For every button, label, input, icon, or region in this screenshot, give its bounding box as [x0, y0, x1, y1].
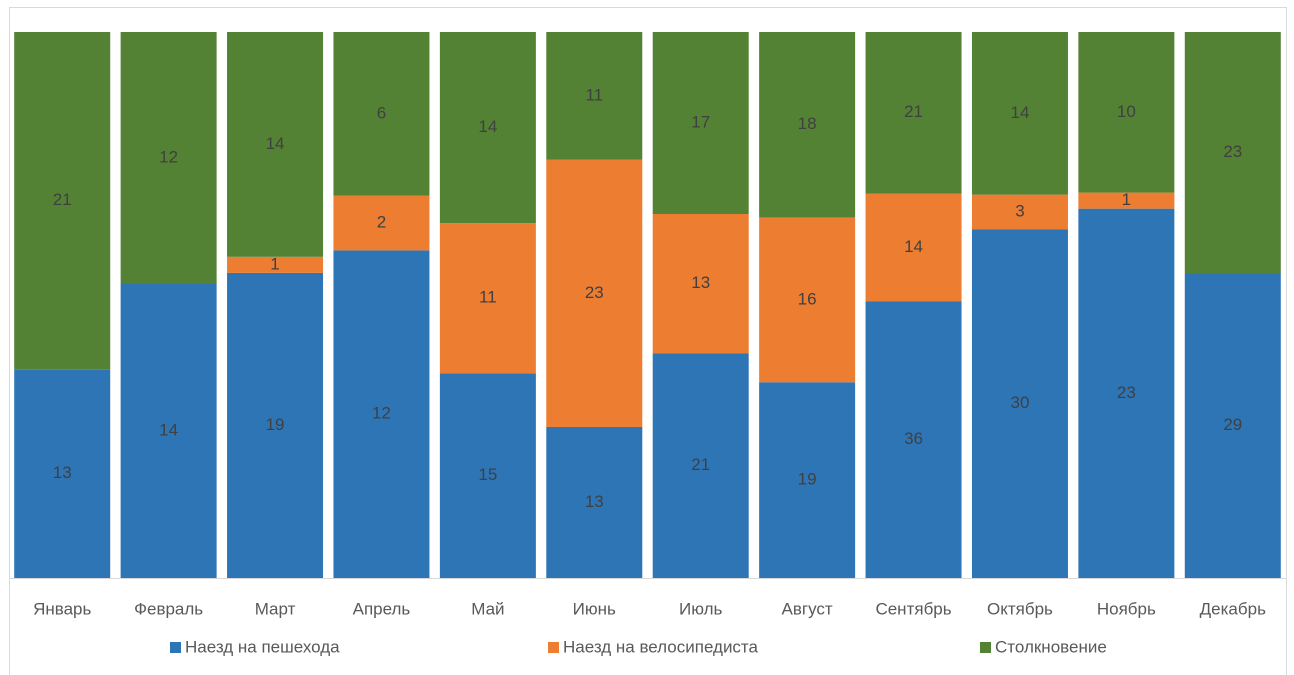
- bar-segment: [865, 301, 962, 578]
- bar-segment: [759, 217, 856, 383]
- data-label: 18: [798, 114, 817, 133]
- data-label: 12: [372, 404, 391, 423]
- data-label: 1: [1122, 190, 1131, 209]
- bar-segment: [546, 32, 643, 160]
- bar-segment: [546, 426, 643, 578]
- bar-segment: [227, 272, 324, 578]
- bar-segment: [971, 194, 1068, 230]
- data-label: 30: [1010, 393, 1029, 412]
- legend-label: Наезд на пешехода: [185, 637, 340, 656]
- legend-swatch: [548, 642, 559, 653]
- data-label: 14: [159, 420, 178, 439]
- bar-segment: [759, 32, 856, 218]
- bar-segment: [652, 353, 749, 578]
- data-label: 13: [53, 463, 72, 482]
- data-label: 13: [585, 492, 604, 511]
- bar-segment: [1184, 32, 1281, 274]
- data-label: 23: [585, 283, 604, 302]
- x-tick-label: Декабрь: [1200, 599, 1266, 618]
- bar-segment: [333, 250, 430, 578]
- x-tick-label: Февраль: [134, 599, 203, 618]
- data-label: 3: [1015, 202, 1024, 221]
- data-label: 17: [691, 112, 710, 131]
- bar-segment: [439, 373, 536, 578]
- bar-segment: [759, 382, 856, 578]
- bar-segment: [120, 284, 217, 578]
- legend-label: Наезд на велосипедиста: [563, 637, 759, 656]
- bar-segment: [1184, 273, 1281, 578]
- data-label: 21: [691, 455, 710, 474]
- data-label: 15: [478, 465, 497, 484]
- data-label: 14: [478, 117, 497, 136]
- bar-segment: [546, 159, 643, 427]
- data-label: 16: [798, 289, 817, 308]
- bar-segment: [439, 32, 536, 224]
- x-tick-label: Июль: [679, 599, 723, 618]
- bar-segment: [1078, 208, 1175, 578]
- x-tick-label: Ноябрь: [1097, 599, 1156, 618]
- bar-segment: [652, 214, 749, 354]
- bar-segment: [439, 223, 536, 374]
- bar-segment: [865, 32, 962, 194]
- bar-segment: [227, 256, 324, 273]
- legend-swatch: [980, 642, 991, 653]
- bar-segment: [971, 229, 1068, 578]
- bar-segment: [333, 32, 430, 196]
- data-label: 11: [585, 85, 603, 104]
- data-label: 19: [266, 415, 285, 434]
- data-label: 23: [1117, 383, 1136, 402]
- bar-segment: [971, 32, 1068, 195]
- data-label: 2: [377, 213, 386, 232]
- data-label: 10: [1117, 102, 1136, 121]
- data-label: 23: [1223, 142, 1242, 161]
- data-label: 11: [479, 288, 497, 307]
- x-tick-label: Август: [782, 599, 833, 618]
- x-tick-label: Апрель: [353, 599, 411, 618]
- data-label: 29: [1223, 415, 1242, 434]
- data-label: 6: [377, 103, 386, 122]
- bar-segment: [865, 193, 962, 302]
- x-tick-label: Март: [255, 599, 296, 618]
- data-label: 14: [1010, 103, 1029, 122]
- bar-segment: [14, 32, 111, 370]
- bar-segment: [333, 195, 430, 251]
- data-label: 14: [904, 237, 923, 256]
- x-tick-label: Октябрь: [987, 599, 1053, 618]
- bar-segment: [1078, 32, 1175, 193]
- bar-segment: [120, 32, 217, 284]
- data-label: 21: [904, 102, 923, 121]
- chart-border: [9, 7, 1287, 675]
- x-tick-label: Сентябрь: [875, 599, 951, 618]
- data-label: 19: [798, 470, 817, 489]
- data-label: 36: [904, 429, 923, 448]
- x-tick-label: Январь: [33, 599, 91, 618]
- data-label: 12: [159, 147, 178, 166]
- data-label: 21: [53, 190, 72, 209]
- data-label: 1: [270, 254, 279, 273]
- data-label: 14: [266, 134, 285, 153]
- bar-segment: [14, 369, 111, 578]
- x-tick-label: Июнь: [573, 599, 616, 618]
- data-label: 13: [691, 273, 710, 292]
- bar-segment: [652, 32, 749, 214]
- legend-label: Столкновение: [995, 637, 1107, 656]
- bar-segment: [227, 32, 324, 257]
- x-tick-label: Май: [471, 599, 504, 618]
- legend-swatch: [170, 642, 181, 653]
- bar-segment: [1078, 192, 1175, 209]
